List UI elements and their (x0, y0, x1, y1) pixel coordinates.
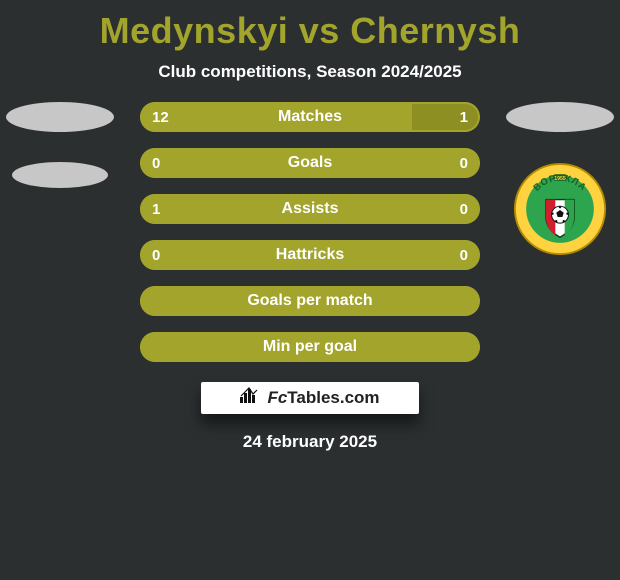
stat-value-right: 0 (460, 155, 468, 172)
right-placeholder-1 (506, 102, 614, 132)
svg-text:1955: 1955 (554, 176, 566, 182)
vorskla-crest-icon: ВОРСКЛА 1955 (513, 162, 607, 256)
stat-label: Min per goal (263, 338, 357, 356)
stat-label: Goals (288, 154, 332, 172)
stat-value-left: 1 (152, 201, 160, 218)
stat-value-right: 0 (460, 247, 468, 264)
left-player-column (0, 102, 120, 188)
stat-bars: Matches121Goals00Assists10Hattricks00Goa… (140, 102, 480, 362)
bar-chart-icon (240, 387, 262, 409)
stat-row: Min per goal (140, 332, 480, 362)
date-text: 24 february 2025 (0, 432, 620, 452)
stat-label: Goals per match (247, 292, 372, 310)
stat-value-right: 0 (460, 201, 468, 218)
stat-row: Goals per match (140, 286, 480, 316)
stat-value-left: 12 (152, 109, 169, 126)
stat-row: Assists 1 0 (140, 194, 480, 224)
club-badge-vorskla: ВОРСКЛА 1955 (513, 162, 607, 256)
stat-value-left: 0 (152, 155, 160, 172)
comparison-panel: ВОРСКЛА 1955 Matches121Goals00Assists10H… (0, 102, 620, 362)
watermark-pill: FcTables.com (201, 382, 419, 414)
stat-value-left: 0 (152, 247, 160, 264)
watermark-text: FcTables.com (267, 388, 379, 408)
stat-row: Hattricks 0 0 (140, 240, 480, 270)
subtitle: Club competitions, Season 2024/2025 (0, 62, 620, 82)
stat-label: Matches (278, 108, 342, 126)
left-placeholder-2 (12, 162, 108, 188)
stat-row: Goals 0 0 (140, 148, 480, 178)
right-player-column: ВОРСКЛА 1955 (500, 102, 620, 256)
stat-value-right: 1 (460, 109, 468, 126)
stat-label: Assists (282, 200, 339, 218)
bar-fill-right (412, 102, 480, 132)
left-placeholder-1 (6, 102, 114, 132)
stat-label: Hattricks (276, 246, 344, 264)
page-title: Medynskyi vs Chernysh (0, 0, 620, 52)
stat-row: Matches 12 1 (140, 102, 480, 132)
bar-fill-left (140, 102, 412, 132)
